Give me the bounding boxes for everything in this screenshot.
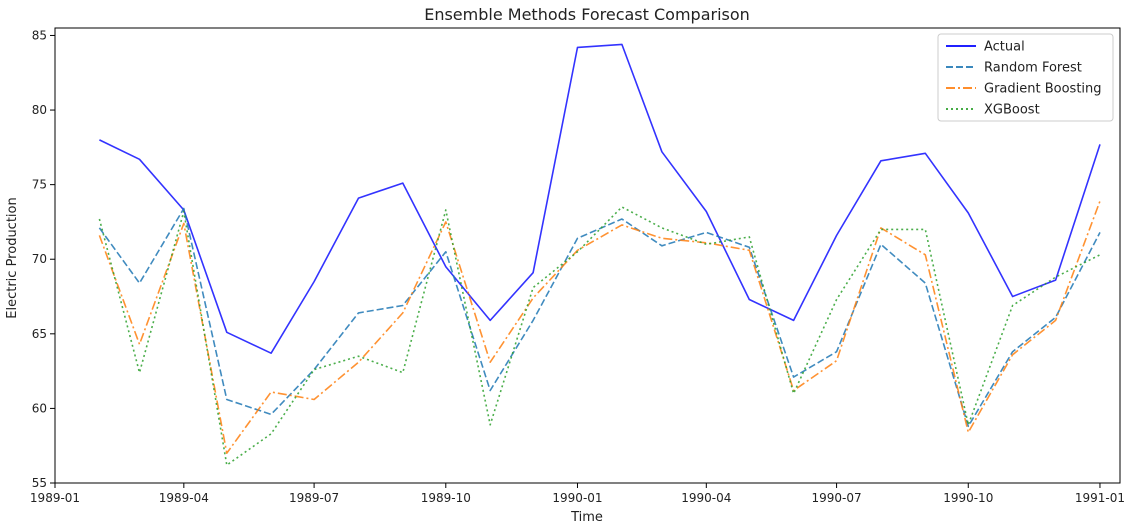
y-axis-label: Electric Production: [5, 197, 20, 318]
legend-label: Random Forest: [984, 61, 1082, 76]
series-line-actual: [99, 43, 1101, 355]
y-tick-label: 60: [32, 401, 47, 415]
y-tick-label: 85: [32, 28, 47, 42]
plot-area: 1989-01 1989-04 1989-07 1989-10 1990-01 1990-…: [30, 27, 1125, 505]
y-tick-label: 75: [32, 178, 47, 192]
plot-frame: [54, 27, 1121, 484]
x-tick-label: 1990-04: [681, 491, 731, 505]
y-tick-label: 55: [32, 476, 47, 490]
x-tick-label: 1989-10: [421, 491, 471, 505]
y-tick-label: 80: [32, 103, 47, 117]
x-tick-label: 1990-10: [943, 491, 993, 505]
legend-label: Actual: [984, 40, 1025, 55]
series-layer: [98, 43, 1101, 466]
legend-label: XGBoost: [984, 103, 1040, 118]
y-axis-ticks: 55 60 65 70 75 80 85: [32, 28, 55, 490]
legend: Actual Random Forest Gradient Boosting XGBo…: [937, 33, 1114, 122]
x-tick-label: 1989-07: [289, 491, 339, 505]
legend-label: Gradient Boosting: [984, 82, 1102, 97]
x-tick-label: 1989-04: [159, 491, 209, 505]
x-axis-label: Time: [570, 510, 603, 525]
x-tick-label: 1990-07: [812, 491, 862, 505]
chart-title: Ensemble Methods Forecast Comparison: [424, 5, 750, 24]
x-tick-label: 1990-01: [552, 491, 602, 505]
y-tick-label: 70: [32, 252, 47, 266]
x-tick-label: 1991-01: [1075, 491, 1125, 505]
x-tick-label: 1989-01: [30, 491, 80, 505]
legend-box: [937, 33, 1114, 122]
series-line-random-forest: [98, 207, 1101, 428]
y-tick-label: 65: [32, 327, 47, 341]
series-line-xgboost: [98, 206, 1101, 466]
x-axis-ticks: 1989-01 1989-04 1989-07 1989-10 1990-01 1990-…: [30, 483, 1125, 505]
series-line-gradient-boosting: [98, 200, 1101, 455]
